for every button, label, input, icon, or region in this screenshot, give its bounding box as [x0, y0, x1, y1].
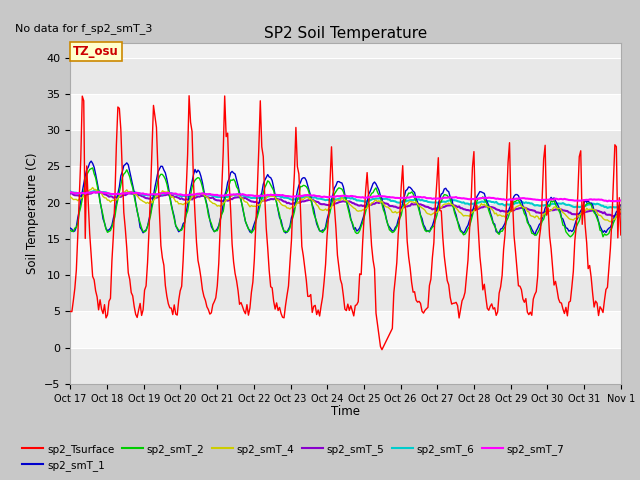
Bar — [70, 58, 621, 94]
Bar — [70, 312, 621, 348]
Title: SP2 Soil Temperature: SP2 Soil Temperature — [264, 25, 428, 41]
Legend: sp2_Tsurface, sp2_smT_1, sp2_smT_2, sp2_smT_4, sp2_smT_5, sp2_smT_6, sp2_smT_7: sp2_Tsurface, sp2_smT_1, sp2_smT_2, sp2_… — [18, 439, 569, 475]
Bar — [70, 167, 621, 203]
Text: TZ_osu: TZ_osu — [73, 45, 119, 58]
X-axis label: Time: Time — [331, 405, 360, 418]
Text: No data for f_sp2_smT_3: No data for f_sp2_smT_3 — [15, 23, 153, 34]
Bar — [70, 348, 621, 384]
Y-axis label: Soil Temperature (C): Soil Temperature (C) — [26, 153, 39, 275]
Bar — [70, 239, 621, 275]
Bar — [70, 275, 621, 312]
Bar — [70, 94, 621, 130]
Bar — [70, 203, 621, 239]
Bar — [70, 130, 621, 167]
